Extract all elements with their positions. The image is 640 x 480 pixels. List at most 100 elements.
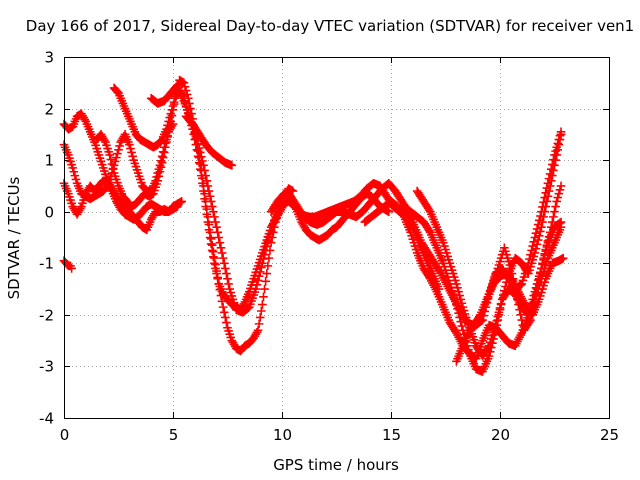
data-point — [524, 258, 533, 268]
data-point — [110, 171, 120, 181]
data-point — [177, 197, 187, 206]
data-point — [444, 255, 454, 265]
data-point — [453, 283, 462, 293]
data-point — [202, 209, 212, 219]
data-point — [101, 137, 110, 147]
data-point — [490, 274, 499, 284]
data-point — [255, 267, 265, 277]
data-point — [489, 277, 498, 287]
data-point — [464, 320, 473, 329]
data-point — [552, 197, 561, 206]
data-point — [522, 262, 532, 272]
data-point — [514, 300, 523, 309]
data-point — [207, 246, 217, 255]
data-point — [552, 142, 561, 152]
data-point — [69, 167, 79, 177]
data-point — [161, 142, 170, 152]
data-point — [67, 264, 76, 273]
series-track-c — [59, 176, 187, 224]
data-point — [131, 162, 141, 171]
y-tick-label: 2 — [44, 101, 54, 119]
data-point — [225, 329, 234, 339]
data-point — [105, 150, 115, 160]
data-point — [447, 286, 457, 296]
x-tick-label: 0 — [60, 426, 70, 444]
data-point — [98, 163, 108, 173]
data-point — [408, 234, 418, 244]
data-point — [214, 233, 224, 242]
data-point — [252, 280, 262, 290]
data-point — [453, 304, 462, 314]
data-point — [520, 269, 530, 278]
data-point — [70, 171, 80, 180]
data-point — [260, 284, 269, 294]
data-point — [256, 263, 266, 272]
data-point — [92, 144, 101, 153]
data-point — [103, 144, 112, 153]
data-point — [548, 160, 557, 169]
data-point — [544, 232, 554, 241]
data-point — [491, 271, 500, 280]
data-point — [536, 269, 545, 278]
data-point — [512, 289, 521, 299]
data-point — [550, 150, 559, 160]
data-point — [449, 293, 459, 302]
data-point — [532, 284, 542, 294]
data-point — [219, 307, 229, 317]
data-point — [538, 202, 547, 212]
data-point — [114, 145, 123, 155]
data-point — [64, 189, 73, 198]
data-point — [107, 159, 117, 169]
data-point — [154, 171, 164, 181]
data-point — [551, 146, 560, 156]
data-point — [270, 216, 279, 225]
series-track-m — [480, 181, 566, 335]
data-point — [539, 212, 548, 222]
data-point — [488, 331, 497, 340]
data-point — [253, 326, 263, 335]
data-point — [130, 159, 140, 168]
data-point — [157, 158, 167, 168]
data-point — [150, 186, 159, 195]
data-point — [456, 295, 466, 304]
data-point — [490, 324, 499, 333]
data-point — [204, 186, 214, 196]
data-point — [212, 269, 221, 278]
data-point — [517, 279, 527, 289]
data-point — [213, 228, 222, 237]
data-point — [262, 241, 272, 251]
data-point — [501, 246, 510, 256]
data-point — [209, 207, 218, 217]
data-point — [225, 284, 234, 294]
data-point — [406, 228, 415, 237]
data-point — [228, 295, 238, 304]
data-point — [254, 319, 264, 329]
data-point — [218, 302, 228, 312]
data-point — [448, 289, 458, 299]
data-point — [266, 226, 276, 235]
data-point — [166, 109, 176, 119]
data-point — [542, 240, 552, 250]
data-point — [546, 222, 556, 232]
data-point — [494, 260, 504, 270]
data-point — [227, 291, 237, 301]
data-point — [505, 260, 515, 270]
data-point — [71, 175, 81, 184]
data-point — [112, 153, 121, 162]
data-point — [211, 217, 220, 227]
x-tick-label: 20 — [491, 426, 510, 444]
data-point — [194, 143, 204, 153]
data-point — [504, 257, 514, 266]
data-point — [156, 162, 166, 172]
y-tick-label: -2 — [39, 307, 54, 325]
data-point — [224, 279, 233, 289]
data-point — [67, 199, 76, 208]
data-point — [529, 300, 539, 309]
data-point — [493, 264, 503, 273]
data-point — [222, 269, 231, 278]
data-point — [64, 150, 73, 160]
data-point — [540, 193, 549, 202]
data-point — [100, 166, 109, 176]
data-point — [542, 257, 552, 266]
data-point — [205, 191, 215, 201]
